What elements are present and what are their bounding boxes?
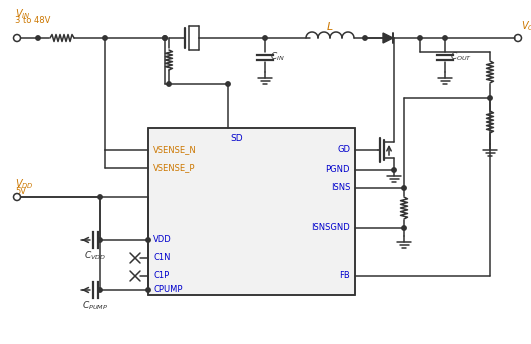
Text: C1P: C1P [153, 271, 169, 280]
Circle shape [146, 288, 150, 292]
Circle shape [443, 36, 447, 40]
Polygon shape [383, 33, 393, 43]
Text: C1N: C1N [153, 254, 170, 262]
Text: ISNSGND: ISNSGND [311, 224, 350, 233]
Circle shape [488, 96, 492, 100]
Bar [148, 128, 355, 295]
Circle shape [98, 195, 102, 199]
Text: GD: GD [337, 146, 350, 154]
Text: $C_{PUMP}$: $C_{PUMP}$ [82, 300, 108, 312]
Circle shape [36, 36, 40, 40]
Circle shape [146, 238, 150, 242]
Text: $C_{IN}$: $C_{IN}$ [270, 51, 285, 63]
Text: ISNS: ISNS [331, 183, 350, 193]
Text: SD: SD [230, 134, 243, 143]
Text: VDD: VDD [153, 236, 172, 245]
Circle shape [392, 168, 396, 172]
Text: PGND: PGND [326, 165, 350, 174]
Bar [148, 128, 355, 295]
Circle shape [103, 36, 107, 40]
Text: $C_{OUT}$: $C_{OUT}$ [450, 51, 472, 63]
Text: VSENSE_P: VSENSE_P [153, 163, 195, 172]
Circle shape [418, 36, 422, 40]
Circle shape [402, 226, 406, 230]
Text: VSENSE_N: VSENSE_N [153, 146, 197, 154]
Circle shape [98, 288, 102, 292]
Circle shape [226, 82, 230, 86]
Circle shape [98, 238, 102, 242]
Text: $V_{OUT}$: $V_{OUT}$ [521, 19, 531, 33]
Text: $V_{DD}$: $V_{DD}$ [15, 177, 34, 191]
Circle shape [363, 36, 367, 40]
Text: FB: FB [339, 271, 350, 280]
Circle shape [167, 82, 171, 86]
Text: $C_{VDD}$: $C_{VDD}$ [84, 250, 106, 262]
Circle shape [163, 36, 167, 40]
Circle shape [402, 186, 406, 190]
Text: $V_{IN}$: $V_{IN}$ [15, 7, 31, 21]
Text: 5V: 5V [15, 187, 26, 196]
Text: 3 to 48V: 3 to 48V [15, 16, 50, 25]
Circle shape [263, 36, 267, 40]
Circle shape [163, 36, 167, 40]
Text: CPUMP: CPUMP [153, 286, 183, 294]
Text: L: L [327, 22, 333, 32]
